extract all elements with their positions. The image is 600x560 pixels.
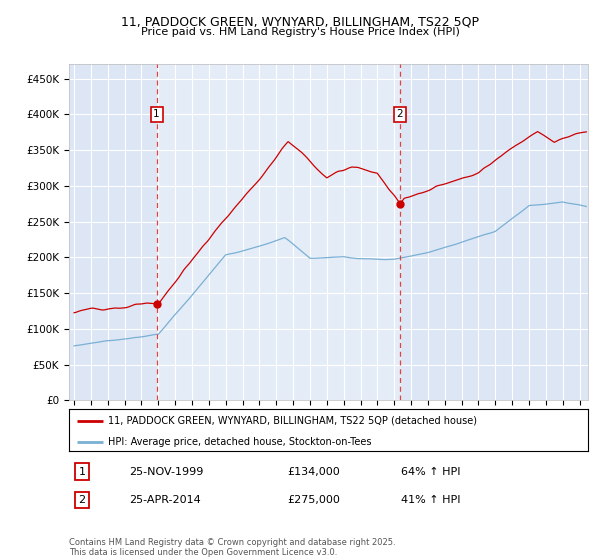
Text: Contains HM Land Registry data © Crown copyright and database right 2025.
This d: Contains HM Land Registry data © Crown c…	[69, 538, 395, 557]
Text: 2: 2	[79, 495, 86, 505]
Text: Price paid vs. HM Land Registry's House Price Index (HPI): Price paid vs. HM Land Registry's House …	[140, 27, 460, 37]
Text: 11, PADDOCK GREEN, WYNYARD, BILLINGHAM, TS22 5QP (detached house): 11, PADDOCK GREEN, WYNYARD, BILLINGHAM, …	[108, 416, 477, 426]
Text: 11, PADDOCK GREEN, WYNYARD, BILLINGHAM, TS22 5QP: 11, PADDOCK GREEN, WYNYARD, BILLINGHAM, …	[121, 16, 479, 29]
Text: £275,000: £275,000	[287, 495, 340, 505]
Text: 64% ↑ HPI: 64% ↑ HPI	[401, 466, 461, 477]
Text: HPI: Average price, detached house, Stockton-on-Tees: HPI: Average price, detached house, Stoc…	[108, 437, 371, 446]
Text: 1: 1	[154, 109, 160, 119]
Text: 25-NOV-1999: 25-NOV-1999	[128, 466, 203, 477]
Text: 2: 2	[396, 109, 403, 119]
Text: 1: 1	[79, 466, 85, 477]
Text: 25-APR-2014: 25-APR-2014	[128, 495, 200, 505]
Text: £134,000: £134,000	[287, 466, 340, 477]
Bar	[157, 64, 400, 400]
Text: 41% ↑ HPI: 41% ↑ HPI	[401, 495, 461, 505]
